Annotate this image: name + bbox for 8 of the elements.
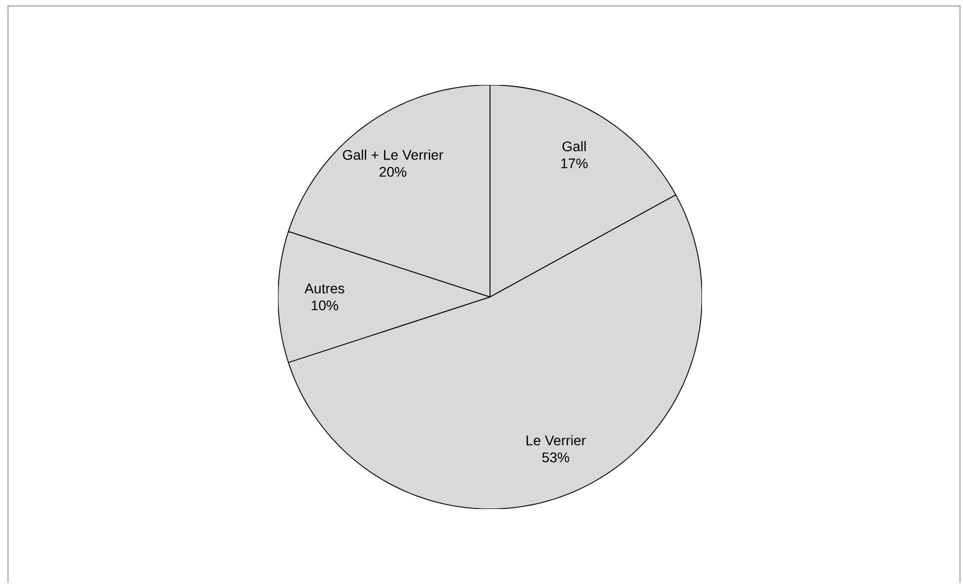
data-label: 20% xyxy=(380,167,406,178)
data-label: 10% xyxy=(312,300,338,311)
slice-label: Gall + Le Verrier xyxy=(342,150,444,160)
data-label: 53% xyxy=(542,452,570,463)
slice-label: Gall xyxy=(562,141,586,152)
slice-label: Autres xyxy=(304,284,344,294)
slice-label: Le Verrier xyxy=(526,435,586,446)
data-label: 17% xyxy=(561,158,588,168)
